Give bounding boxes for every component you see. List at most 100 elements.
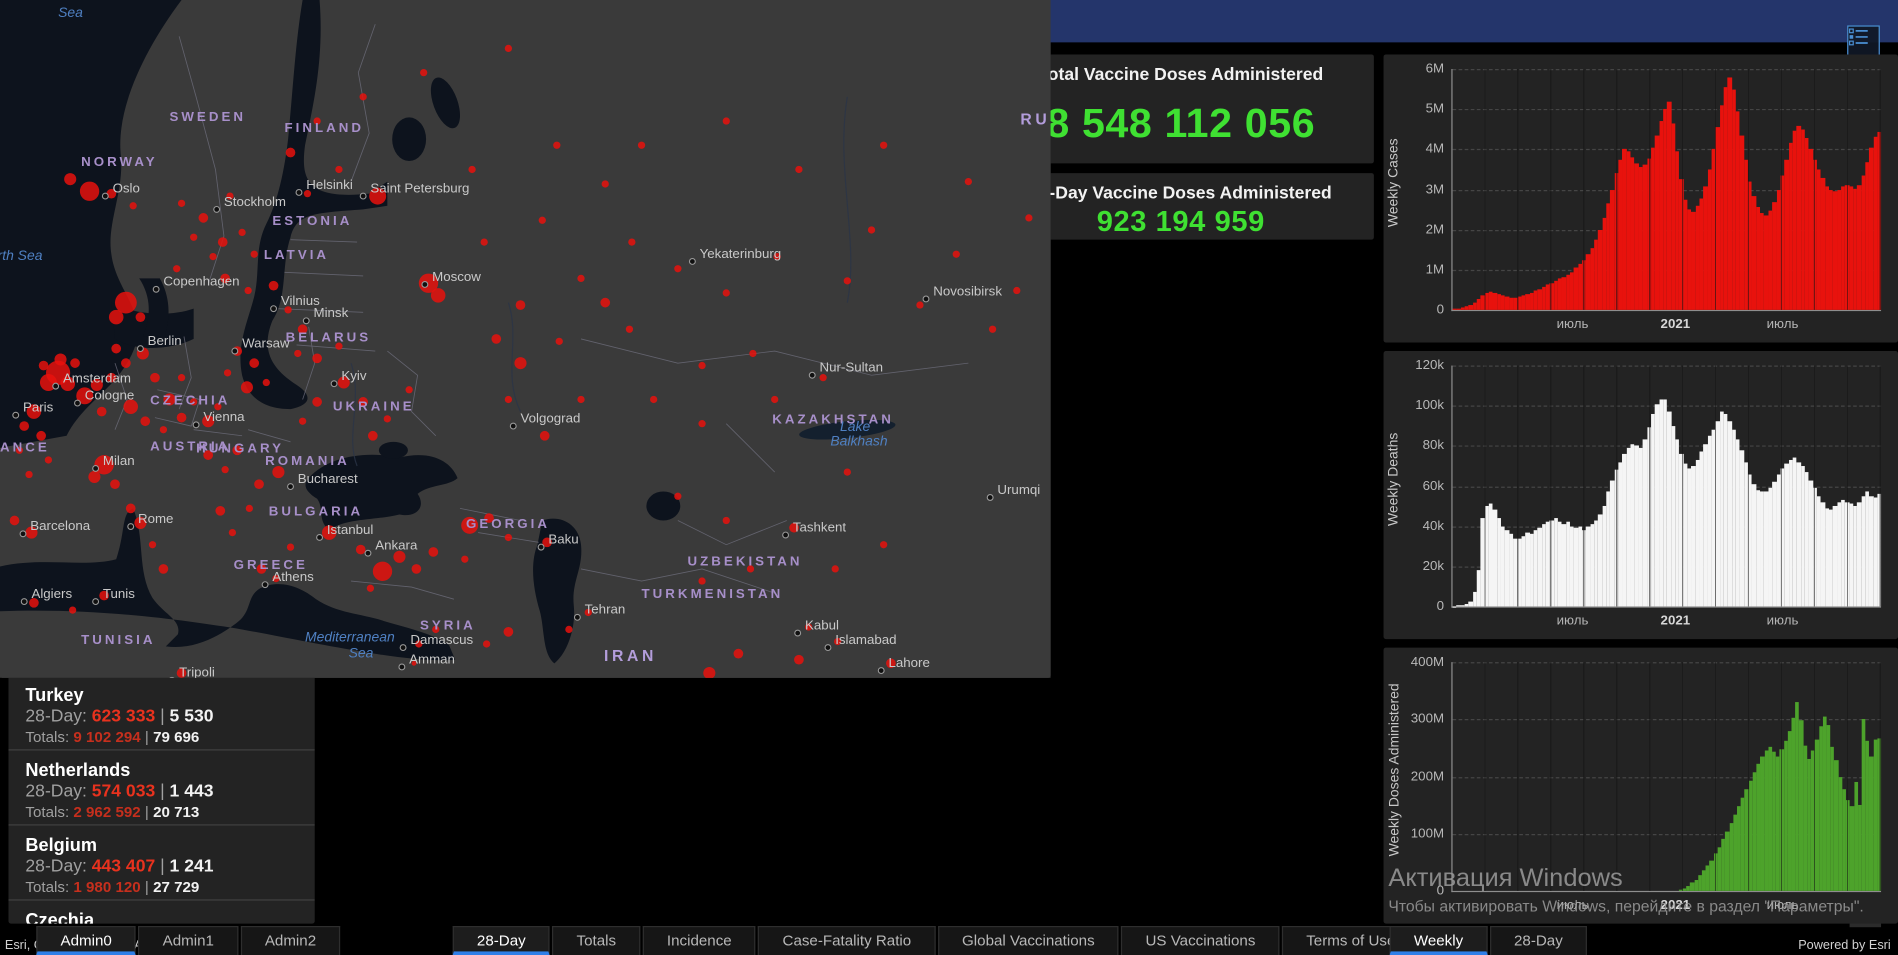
map-label-country: KAZAKHSTAN xyxy=(772,412,894,427)
map-label-sea: Sea xyxy=(349,644,374,660)
weekly-doses-chart: Weekly Doses Administered 400M 300M 200M 100… xyxy=(1383,647,1898,924)
tab-admin0[interactable]: Admin0 xyxy=(36,926,137,955)
tab-28-day[interactable]: 28-Day xyxy=(452,926,550,955)
case-dot xyxy=(285,147,296,158)
map-label-sea: Mediterranean xyxy=(305,629,395,645)
country-28day: 28-Day: 443 407 | 1 241 xyxy=(25,857,214,877)
map-label-city: Helsinki xyxy=(306,177,353,192)
case-dot xyxy=(880,541,888,549)
city-marker xyxy=(330,380,338,388)
case-dot xyxy=(886,658,896,669)
case-dot xyxy=(722,117,730,125)
map-label-city: Oslo xyxy=(113,180,140,195)
case-dot xyxy=(203,450,214,460)
case-dot xyxy=(393,550,406,563)
tab-incidence[interactable]: Incidence xyxy=(642,926,756,955)
case-dot xyxy=(198,213,209,223)
map-label-country: ESTONIA xyxy=(272,213,352,228)
country-28day: 28-Day: 574 033 | 1 443 xyxy=(25,781,214,802)
case-dot xyxy=(238,228,246,237)
country-row[interactable]: Belgium 28-Day: 443 407 | 1 241 Totals: 1… xyxy=(8,826,315,901)
country-row[interactable]: Netherlands 28-Day: 574 033 | 1 443 Total… xyxy=(8,750,315,826)
map-label-countryBig: RUS xyxy=(1020,112,1050,129)
map-label-city: Tripoli xyxy=(179,665,215,678)
tab-admin1[interactable]: Admin1 xyxy=(138,926,239,955)
country-row[interactable]: Turkey 28-Day: 623 333 | 5 530 Totals: 9 … xyxy=(8,675,315,751)
case-dot xyxy=(553,141,561,149)
tab-28-day[interactable]: 28-Day xyxy=(1489,926,1587,955)
country-row[interactable]: Czechia xyxy=(8,901,314,923)
tab-totals[interactable]: Totals xyxy=(552,926,641,955)
case-dot xyxy=(601,180,609,188)
city-marker xyxy=(986,494,994,501)
case-dot xyxy=(215,505,226,516)
case-dot xyxy=(430,288,446,303)
case-dot xyxy=(90,378,103,391)
map-label-city: Paris xyxy=(23,400,54,415)
x-tick-label: июль xyxy=(1766,898,1799,913)
map-label-city: Algiers xyxy=(31,586,72,601)
case-dot xyxy=(625,325,634,333)
case-dot xyxy=(411,564,422,574)
case-dot xyxy=(249,358,260,368)
case-dot xyxy=(415,640,423,648)
city-marker xyxy=(152,285,160,293)
y-tick-label: 60k xyxy=(1422,478,1445,494)
city-marker xyxy=(19,530,27,538)
country-28day: 28-Day: 623 333 | 5 530 xyxy=(25,706,214,727)
city-marker xyxy=(302,317,310,325)
tab-us-vaccinations[interactable]: US Vaccinations xyxy=(1121,926,1280,955)
case-dot xyxy=(25,526,38,539)
tab-case-fatality-ratio[interactable]: Case-Fatality Ratio xyxy=(758,926,936,955)
map-label-country: UKRAINE xyxy=(333,398,415,413)
tab-global-vaccinations[interactable]: Global Vaccinations xyxy=(937,926,1119,955)
case-dot xyxy=(44,456,53,464)
case-dot xyxy=(795,165,803,174)
city-marker xyxy=(92,464,100,472)
city-marker xyxy=(359,192,367,200)
case-dot xyxy=(749,349,757,358)
city-marker xyxy=(231,347,239,355)
map-label-country: SWEDEN xyxy=(169,109,246,124)
map-label-city: Urumqi xyxy=(997,482,1040,497)
case-dot xyxy=(355,544,366,555)
country-totals: Totals: 9 102 294 | 79 696 xyxy=(25,728,200,746)
map-label-city: Copenhagen xyxy=(163,274,239,289)
case-dot xyxy=(190,398,198,406)
map-label-country: GREECE xyxy=(234,557,308,572)
case-dot xyxy=(952,250,960,258)
case-dot xyxy=(173,265,181,273)
case-dot xyxy=(834,637,842,646)
case-dot xyxy=(297,324,308,335)
case-dot xyxy=(733,648,744,659)
case-dot xyxy=(504,533,513,542)
case-dot xyxy=(461,555,469,563)
tab-admin2[interactable]: Admin2 xyxy=(240,926,341,955)
case-dot xyxy=(321,525,337,540)
case-dot xyxy=(335,342,343,350)
city-marker xyxy=(922,295,930,303)
case-dot xyxy=(428,547,439,557)
lake-balkhash-shape xyxy=(799,419,896,440)
map-view-tabs: 28-Day Totals Incidence Case-Fatality Ratio… xyxy=(452,926,1420,955)
map-label-city: Rome xyxy=(138,511,173,526)
case-dot xyxy=(337,376,350,389)
total-vaccine-value: 8 548 112 056 xyxy=(1046,100,1316,147)
map-label-city: Athens xyxy=(272,569,314,584)
country-name: Belgium xyxy=(25,835,98,856)
tab-weekly[interactable]: Weekly xyxy=(1389,926,1488,955)
case-dot xyxy=(369,187,387,205)
y-tick-label: 0 xyxy=(1436,302,1445,318)
map-label-country: BULGARIA xyxy=(269,504,363,519)
map-label-city: Novosibirsk xyxy=(933,283,1002,298)
map-borders xyxy=(114,24,969,600)
y-tick-label: 120k xyxy=(1415,358,1445,373)
map-label-sea: Sea xyxy=(58,4,83,20)
case-dot xyxy=(383,415,391,423)
case-dot xyxy=(843,277,851,285)
case-dot xyxy=(722,516,730,525)
case-dot xyxy=(209,252,217,261)
case-dot xyxy=(76,387,94,405)
case-dot xyxy=(110,479,120,490)
